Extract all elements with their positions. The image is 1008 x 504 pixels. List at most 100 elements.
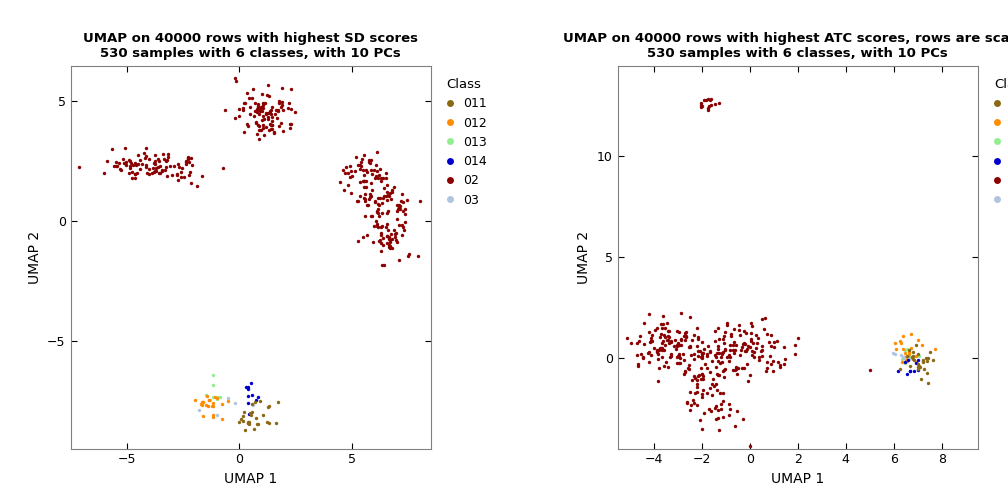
02 <box>122 157 138 165</box>
02 <box>254 116 270 124</box>
02 <box>673 309 689 317</box>
02 <box>708 415 724 423</box>
02 <box>135 149 151 157</box>
02 <box>738 329 754 337</box>
011 <box>918 357 934 365</box>
014 <box>241 410 257 418</box>
Title: UMAP on 40000 rows with highest SD scores
530 samples with 6 classes, with 10 PC: UMAP on 40000 rows with highest SD score… <box>83 32 418 60</box>
03 <box>227 399 243 407</box>
02 <box>668 341 684 349</box>
02 <box>389 202 405 210</box>
02 <box>263 125 279 133</box>
02 <box>772 360 788 368</box>
02 <box>282 120 298 128</box>
02 <box>647 326 663 334</box>
02 <box>267 110 283 118</box>
02 <box>711 371 727 379</box>
02 <box>141 169 157 177</box>
02 <box>730 363 746 371</box>
02 <box>347 167 363 175</box>
02 <box>659 363 675 371</box>
02 <box>683 401 700 409</box>
02 <box>378 192 394 200</box>
02 <box>379 220 395 228</box>
02 <box>702 368 718 376</box>
02 <box>722 353 738 361</box>
02 <box>147 157 163 165</box>
02 <box>708 353 724 361</box>
02 <box>379 238 395 246</box>
02 <box>737 340 753 348</box>
011 <box>247 398 263 406</box>
02 <box>264 121 280 129</box>
02 <box>692 353 709 361</box>
02 <box>379 187 395 196</box>
02 <box>660 333 676 341</box>
02 <box>250 102 266 110</box>
02 <box>743 335 759 343</box>
02 <box>644 331 660 339</box>
02 <box>711 426 727 434</box>
02 <box>669 352 685 360</box>
02 <box>266 130 282 138</box>
02 <box>373 176 389 184</box>
02 <box>684 336 701 344</box>
02 <box>738 347 754 355</box>
02 <box>680 363 697 371</box>
02 <box>195 172 211 180</box>
02 <box>776 355 792 363</box>
012 <box>209 395 225 403</box>
02 <box>710 342 726 350</box>
02 <box>746 353 762 361</box>
02 <box>636 340 652 348</box>
011 <box>919 353 935 361</box>
03 <box>887 350 903 358</box>
02 <box>679 399 696 407</box>
02 <box>700 104 716 112</box>
011 <box>907 341 923 349</box>
02 <box>366 222 382 230</box>
02 <box>712 359 728 367</box>
02 <box>676 332 692 340</box>
02 <box>383 244 399 252</box>
02 <box>717 328 733 336</box>
02 <box>741 342 757 350</box>
011 <box>911 362 927 370</box>
02 <box>727 422 743 430</box>
02 <box>653 344 669 352</box>
02 <box>109 162 125 170</box>
02 <box>246 112 262 120</box>
02 <box>684 375 701 384</box>
02 <box>745 339 761 347</box>
02 <box>176 173 193 181</box>
02 <box>127 159 143 167</box>
02 <box>376 184 392 192</box>
02 <box>370 205 386 213</box>
012 <box>913 341 929 349</box>
02 <box>272 103 288 111</box>
02 <box>689 347 706 355</box>
02 <box>251 122 267 130</box>
013 <box>894 355 910 363</box>
02 <box>145 164 161 172</box>
02 <box>630 360 646 368</box>
012 <box>201 396 217 404</box>
02 <box>667 345 683 353</box>
02 <box>112 165 128 173</box>
013 <box>206 393 222 401</box>
02 <box>751 353 767 361</box>
02 <box>759 330 775 338</box>
02 <box>356 151 372 159</box>
02 <box>720 353 736 361</box>
02 <box>281 123 297 132</box>
02 <box>715 336 731 344</box>
02 <box>635 354 651 362</box>
02 <box>361 158 377 166</box>
012 <box>896 349 912 357</box>
02 <box>256 115 272 123</box>
011 <box>240 419 256 427</box>
02 <box>684 396 701 404</box>
02 <box>378 174 394 182</box>
02 <box>728 341 744 349</box>
02 <box>357 183 373 192</box>
